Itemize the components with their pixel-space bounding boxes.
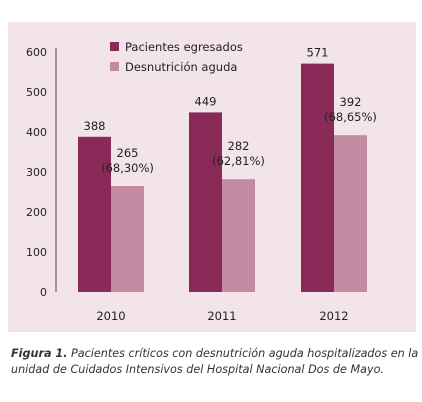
data-label-pacientes-2011: 449: [195, 94, 217, 108]
bar-desnutricion-2011: [222, 179, 255, 292]
legend-label-0: Pacientes egresados: [125, 40, 243, 54]
percent-label-desnutricion-2010: (68,30%): [101, 161, 154, 175]
bar-desnutricion-2012: [334, 135, 367, 292]
y-tick-label-4: 400: [26, 126, 47, 139]
y-tick-label-5: 500: [26, 86, 47, 99]
figure-caption: Figura 1. Pacientes críticos con desnutr…: [11, 346, 419, 378]
x-tick-label-2010: 2010: [96, 309, 125, 323]
bar-pacientes-2012: [301, 63, 334, 292]
bar-pacientes-2011: [189, 112, 222, 293]
bar-pacientes-2010: [78, 136, 111, 292]
bar-desnutricion-2010: [111, 186, 144, 292]
y-tick-label-0: 0: [40, 286, 47, 299]
figure-caption-label: Figura 1.: [11, 347, 68, 360]
bar-chart: 0 100 200 300 400 500 600 388 265(68,30%) 2010 449…: [26, 40, 377, 323]
data-label-desnutricion-2011: 282: [228, 139, 250, 153]
legend-label-1: Desnutrición aguda: [125, 60, 237, 74]
x-tick-label-2011: 2011: [207, 309, 236, 323]
percent-label-desnutricion-2012: (68,65%): [324, 110, 377, 124]
y-tick-label-2: 200: [26, 206, 47, 219]
data-label-pacientes-2012: 571: [307, 46, 329, 60]
legend-swatch-0: [110, 42, 119, 51]
y-tick-label-3: 300: [26, 166, 47, 179]
percent-label-desnutricion-2011: (62,81%): [212, 154, 265, 168]
legend-swatch-1: [110, 62, 119, 71]
y-tick-label-6: 600: [26, 46, 47, 59]
y-tick-label-1: 100: [26, 246, 47, 259]
data-label-desnutricion-2010: 265: [117, 146, 139, 160]
data-label-pacientes-2010: 388: [84, 119, 106, 133]
x-tick-label-2012: 2012: [319, 309, 348, 323]
data-label-desnutricion-2012: 392: [340, 95, 362, 109]
figure-caption-text: Pacientes críticos con desnutrición agud…: [11, 347, 419, 376]
